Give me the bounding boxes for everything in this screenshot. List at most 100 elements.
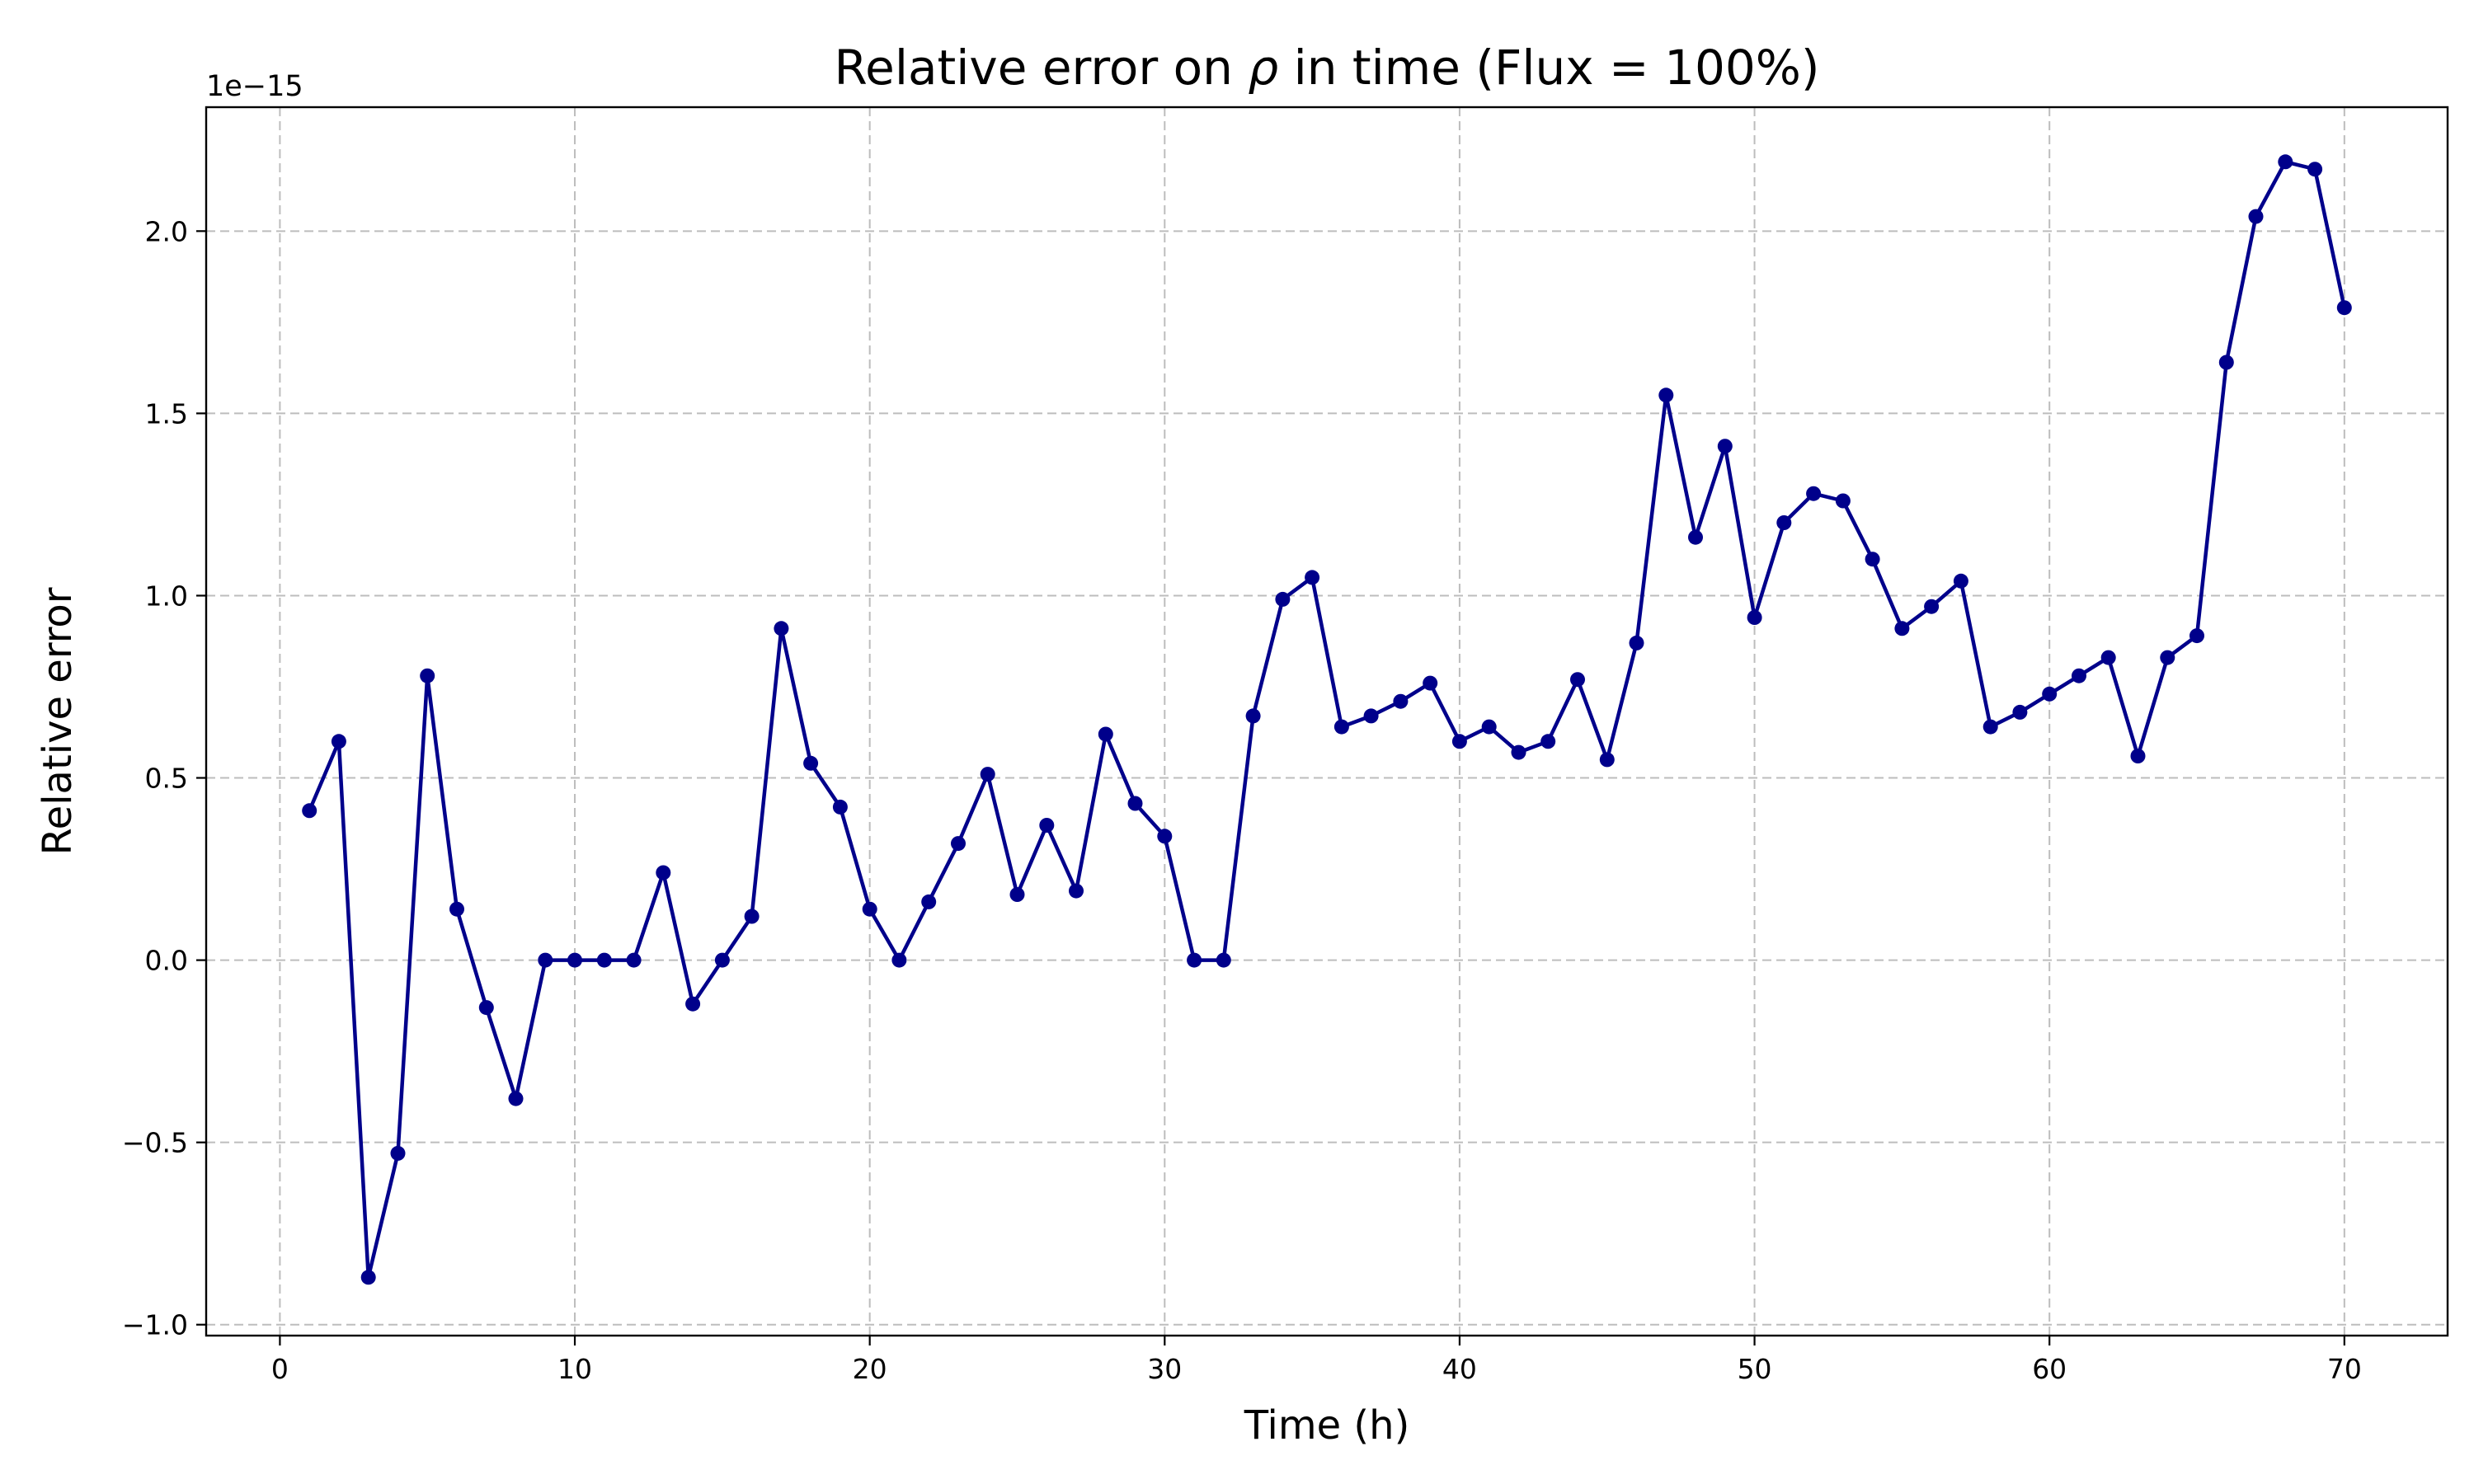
data-point xyxy=(1039,818,1055,833)
chart-title: Relative error on ρ in time (Flux = 100%… xyxy=(834,40,1819,96)
title-part-1: Relative error on xyxy=(834,40,1248,96)
data-point xyxy=(1540,734,1556,749)
data-point xyxy=(1157,829,1173,844)
data-point xyxy=(2307,162,2323,177)
data-point xyxy=(1982,719,1998,735)
series-line xyxy=(308,160,2347,1280)
data-point xyxy=(1333,719,1349,735)
data-point xyxy=(1658,387,1674,403)
data-point xyxy=(1275,591,1291,607)
x-tick-label: 40 xyxy=(1442,1353,1477,1385)
data-point xyxy=(862,901,877,917)
data-point xyxy=(302,803,317,819)
y-tick-label: 1.0 xyxy=(145,580,188,612)
data-point xyxy=(1599,752,1615,768)
data-point xyxy=(1393,693,1409,709)
y-offset-label: 1e−15 xyxy=(206,70,303,103)
data-point xyxy=(449,901,464,917)
title-rho-symbol: ρ xyxy=(1248,40,1278,96)
data-point xyxy=(331,734,346,749)
data-point xyxy=(2012,704,2028,720)
data-point xyxy=(1953,573,1968,589)
data-point xyxy=(2278,154,2293,170)
data-point xyxy=(1894,621,1910,636)
data-point xyxy=(1776,515,1792,530)
plot-frame xyxy=(205,106,2449,1337)
data-point xyxy=(2336,300,2352,316)
y-tick-label: 0.5 xyxy=(145,763,188,795)
data-point xyxy=(567,952,582,968)
y-tick-label: 2.0 xyxy=(145,215,188,247)
data-point xyxy=(360,1270,376,1285)
x-tick-label: 50 xyxy=(1738,1353,1772,1385)
x-tick-label: 10 xyxy=(557,1353,592,1385)
data-point xyxy=(1423,675,1438,691)
y-axis: −1.0 −0.5 0.0 0.5 1.0 1.5 2.0 xyxy=(122,215,206,1341)
x-tick-label: 70 xyxy=(2327,1353,2362,1385)
data-point xyxy=(1098,726,1113,742)
data-point xyxy=(921,894,937,909)
data-point xyxy=(596,952,612,968)
data-point xyxy=(1747,610,1762,625)
data-point xyxy=(1865,552,1880,567)
data-point xyxy=(390,1145,406,1161)
data-point xyxy=(980,767,995,782)
data-point xyxy=(1127,796,1143,811)
data-point xyxy=(832,799,848,815)
data-point xyxy=(1924,599,1940,614)
data-point xyxy=(714,952,730,968)
data-point xyxy=(508,1091,524,1106)
data-point xyxy=(1245,708,1261,724)
data-point xyxy=(420,668,435,683)
data-point xyxy=(1481,719,1497,735)
data-point xyxy=(626,952,642,968)
x-tick-label: 0 xyxy=(271,1353,289,1385)
y-tick-label: −0.5 xyxy=(122,1127,188,1159)
data-point xyxy=(774,621,789,636)
data-point xyxy=(1835,493,1851,509)
series-layer xyxy=(302,154,2352,1285)
data-point xyxy=(1187,952,1202,968)
data-point xyxy=(1511,744,1526,760)
data-point xyxy=(1717,439,1733,454)
data-point xyxy=(1305,570,1320,585)
y-tick-label: −1.0 xyxy=(122,1309,188,1341)
data-point xyxy=(1570,672,1585,688)
data-point xyxy=(1688,529,1703,545)
data-point xyxy=(744,909,760,924)
data-point xyxy=(951,836,966,852)
data-point xyxy=(2072,668,2086,683)
data-point xyxy=(656,865,671,881)
data-point xyxy=(1009,887,1025,902)
data-point xyxy=(2189,628,2204,644)
data-point xyxy=(1629,635,1644,650)
data-point xyxy=(2100,650,2116,665)
data-point xyxy=(803,755,819,771)
data-point xyxy=(538,952,553,968)
data-point xyxy=(2248,209,2264,224)
y-axis-label: Relative error xyxy=(35,587,81,855)
x-tick-label: 30 xyxy=(1147,1353,1182,1385)
grid xyxy=(206,107,2448,1336)
y-tick-label: 1.5 xyxy=(145,397,188,430)
data-point xyxy=(891,952,907,968)
data-point xyxy=(1806,486,1822,501)
data-point xyxy=(478,1000,494,1016)
data-point xyxy=(2160,650,2175,665)
x-tick-label: 20 xyxy=(853,1353,887,1385)
data-point xyxy=(1363,708,1379,724)
x-tick-label: 60 xyxy=(2032,1353,2067,1385)
data-point xyxy=(2042,686,2058,702)
data-point xyxy=(2218,355,2234,370)
title-part-3: in time (Flux = 100%) xyxy=(1278,40,1819,96)
y-tick-label: 0.0 xyxy=(145,945,188,977)
data-point xyxy=(685,996,701,1012)
x-axis-label: Time (h) xyxy=(1244,1402,1410,1449)
data-point xyxy=(1069,883,1084,899)
data-point xyxy=(2130,749,2146,763)
data-point xyxy=(1451,734,1467,749)
data-point xyxy=(1216,952,1231,968)
x-axis: 0 10 20 30 40 50 60 70 xyxy=(271,1336,2362,1385)
